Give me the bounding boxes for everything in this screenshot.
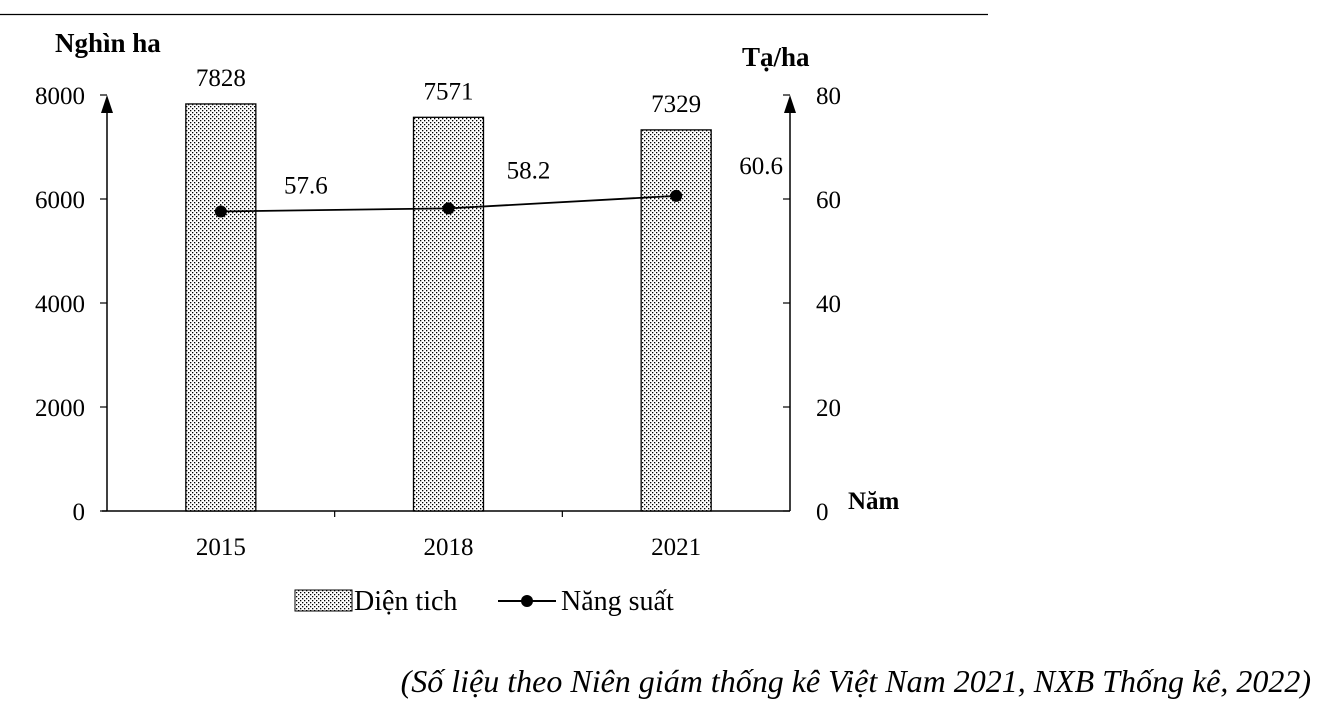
left-axis-tick-label: 8000	[35, 83, 85, 110]
bar-value-label: 7571	[424, 78, 474, 105]
right-axis-title: Tạ/ha	[742, 42, 810, 72]
right-axis-tick-label: 0	[816, 499, 829, 526]
line-point	[670, 189, 683, 202]
x-axis-tick-label: 2018	[424, 534, 474, 561]
left-axis-tick-label: 6000	[35, 187, 85, 214]
left-axis-title: Nghìn ha	[55, 28, 161, 58]
bar	[412, 116, 485, 512]
legend: Diện tich Năng suất	[294, 586, 674, 617]
x-axis-tick-label: 2015	[196, 534, 246, 561]
line-point	[214, 205, 227, 218]
line-value-label: 58.2	[507, 157, 551, 184]
legend-line-marker	[521, 595, 533, 607]
left-axis-tick-label: 4000	[35, 291, 85, 318]
line-value-label: 60.6	[739, 153, 783, 180]
legend-bar-swatch	[294, 589, 353, 612]
bar-value-label: 7828	[196, 65, 246, 92]
bar	[185, 103, 257, 512]
x-axis-title: Năm	[848, 488, 900, 515]
right-axis-tick-label: 20	[816, 395, 841, 422]
line-value-label: 57.6	[284, 172, 328, 199]
right-axis-tick-label: 60	[816, 187, 841, 214]
right-axis-tick-label: 40	[816, 291, 841, 318]
line-point	[442, 202, 455, 215]
right-axis-arrow-icon	[784, 95, 796, 113]
x-axis-tick-label: 2021	[651, 534, 701, 561]
legend-line-label: Năng suất	[561, 586, 674, 617]
right-axis-tick-label: 80	[816, 83, 841, 110]
source-note: (Số liệu theo Niên giám thống kê Việt Na…	[400, 663, 1311, 699]
left-axis-arrow-icon	[101, 95, 113, 113]
left-axis-tick-label: 2000	[35, 395, 85, 422]
left-axis-tick-label: 0	[73, 499, 86, 526]
legend-bar-label: Diện tich	[354, 586, 457, 617]
bar	[640, 129, 712, 512]
bar-value-label: 7329	[651, 91, 701, 118]
